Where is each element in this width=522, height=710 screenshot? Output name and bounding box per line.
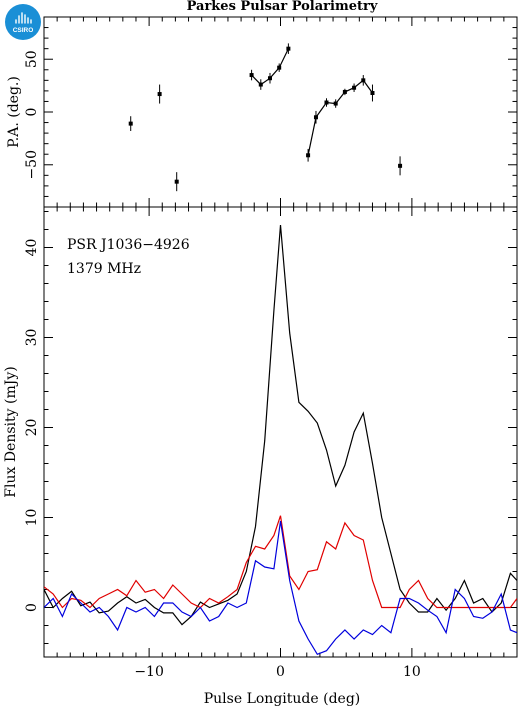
- pa-point: [333, 101, 338, 106]
- pa-point: [398, 163, 403, 168]
- pa-point: [352, 85, 357, 90]
- pa-point: [174, 179, 179, 184]
- pa-point: [361, 78, 366, 83]
- profile-ytick-label: 30: [24, 329, 40, 347]
- pa-point: [286, 46, 291, 51]
- pa-point: [342, 89, 347, 94]
- pa-point: [157, 92, 162, 97]
- profile-panel: Flux Density (mJy) Pulse Longitude (deg)…: [3, 206, 518, 707]
- profile-ytick-label: 20: [24, 419, 40, 437]
- circular-polarization-line: [44, 521, 517, 656]
- profile-xtick-label: 10: [403, 664, 421, 680]
- figure-title: Parkes Pulsar Polarimetry: [187, 0, 378, 14]
- profile-ytick-label: 0: [24, 603, 40, 612]
- pa-point: [267, 76, 272, 81]
- profile-ytick-label: 40: [24, 239, 40, 257]
- frequency-annotation: 1379 MHz: [67, 261, 141, 277]
- total-intensity-line: [44, 224, 517, 626]
- pa-ytick-label: −50: [24, 150, 40, 180]
- pa-point: [249, 73, 254, 78]
- pa-ytick-label: 0: [24, 108, 40, 117]
- pa-point: [306, 153, 311, 158]
- profile-xlabel: Pulse Longitude (deg): [204, 691, 361, 707]
- pa-ytick-label: 50: [24, 50, 40, 68]
- pa-point: [258, 82, 263, 87]
- pa-point: [370, 91, 375, 95]
- pa-point: [128, 121, 133, 126]
- profile-xtick-label: 0: [276, 664, 285, 680]
- psr-name-annotation: PSR J1036−4926: [67, 237, 190, 253]
- pa-point: [277, 65, 282, 70]
- pa-point: [324, 100, 329, 105]
- pa-ylabel: P.A. (deg.): [6, 76, 22, 148]
- profile-ylabel: Flux Density (mJy): [3, 366, 19, 497]
- profile-xtick-label: −10: [134, 664, 164, 680]
- pa-frame: [43, 16, 518, 208]
- linear-polarization-line: [44, 515, 517, 609]
- profile-ytick-label: 10: [24, 509, 40, 527]
- pa-panel: P.A. (deg.) −50 0 50: [6, 16, 518, 208]
- pa-point: [313, 115, 318, 120]
- csiro-logo: CSIRO: [5, 4, 41, 40]
- csiro-logo-text: CSIRO: [13, 27, 34, 34]
